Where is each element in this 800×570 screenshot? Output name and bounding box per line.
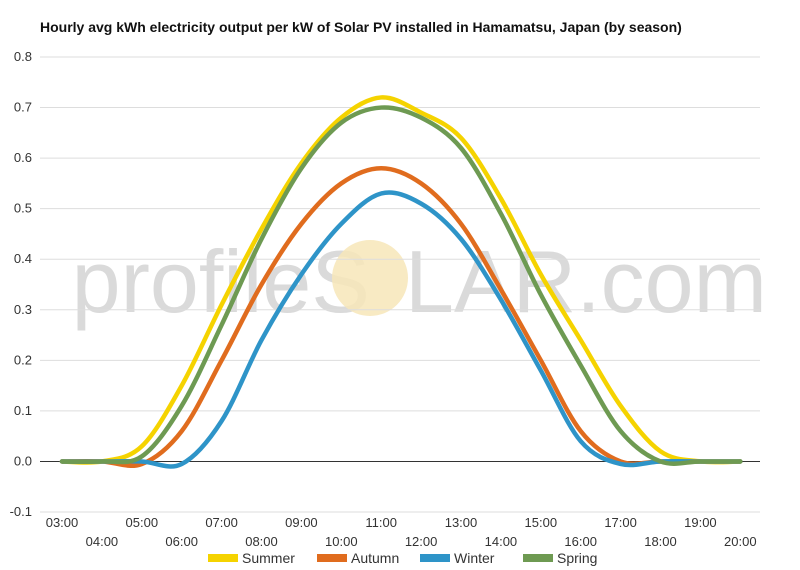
x-tick-label: 15:00: [525, 515, 558, 530]
y-tick-label: -0.1: [10, 504, 32, 519]
legend-swatch-summer: [208, 554, 238, 562]
y-tick-label: 0.8: [14, 49, 32, 64]
x-tick-label: 09:00: [285, 515, 318, 530]
y-tick-label: 0.5: [14, 201, 32, 216]
watermark-left-text: profileS: [72, 232, 370, 331]
legend-swatch-winter: [420, 554, 450, 562]
x-tick-label: 14:00: [485, 534, 518, 549]
series-line-summer: [59, 95, 743, 465]
series-line-spring: [59, 105, 743, 466]
y-tick-label: 0.0: [14, 453, 32, 468]
x-tick-label: 17:00: [604, 515, 637, 530]
x-tick-label: 20:00: [724, 534, 757, 549]
profilesolar-watermark: profileS LAR.com: [72, 232, 767, 331]
legend-swatch-spring: [523, 554, 553, 562]
legend: Summer Autumn Winter Spring: [208, 550, 597, 566]
x-tick-label: 13:00: [445, 515, 478, 530]
x-tick-label: 07:00: [205, 515, 238, 530]
y-tick-label: 0.6: [14, 150, 32, 165]
legend-label-spring: Spring: [557, 550, 597, 566]
chart-title: Hourly avg kWh electricity output per kW…: [40, 19, 682, 35]
x-tick-label: 05:00: [126, 515, 159, 530]
series-line-winter: [59, 190, 743, 469]
y-tick-label: 0.4: [14, 251, 32, 266]
x-tick-label: 03:00: [46, 515, 79, 530]
y-tick-label: 0.2: [14, 352, 32, 367]
x-tick-label: 08:00: [245, 534, 278, 549]
x-tick-label: 04:00: [86, 534, 119, 549]
x-tick-label: 06:00: [165, 534, 198, 549]
x-tick-label: 19:00: [684, 515, 717, 530]
y-tick-label: 0.1: [14, 403, 32, 418]
sun-icon: [332, 240, 408, 316]
x-tick-label: 18:00: [644, 534, 677, 549]
legend-label-summer: Summer: [242, 550, 295, 566]
watermark-right-text: LAR.com: [405, 232, 767, 331]
y-axis-tick-labels: -0.1 0.0 0.1 0.2 0.3 0.4 0.5 0.6 0.7 0.8: [10, 49, 32, 519]
x-tick-label: 10:00: [325, 534, 358, 549]
y-tick-label: 0.3: [14, 302, 32, 317]
series-layer: [59, 95, 743, 469]
x-tick-label: 12:00: [405, 534, 438, 549]
x-axis-tick-labels: 03:00 04:00 05:00 06:00 07:00 08:00 09:00 10:00…: [46, 515, 757, 549]
legend-label-autumn: Autumn: [351, 550, 399, 566]
x-tick-label: 11:00: [365, 515, 397, 530]
y-tick-label: 0.7: [14, 100, 32, 115]
series-line-autumn: [59, 165, 743, 469]
legend-swatch-autumn: [317, 554, 347, 562]
x-tick-label: 16:00: [564, 534, 597, 549]
legend-label-winter: Winter: [454, 550, 495, 566]
